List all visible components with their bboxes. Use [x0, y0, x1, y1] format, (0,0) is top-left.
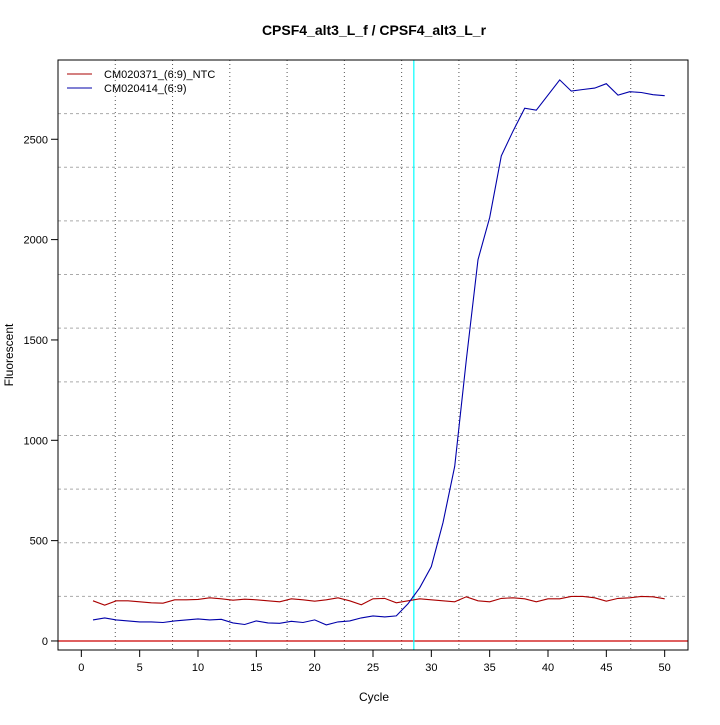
- x-tick-label: 15: [250, 662, 262, 674]
- series-lines: [58, 60, 688, 650]
- y-tick-label: 2000: [24, 235, 48, 247]
- plot-border: [57, 59, 689, 651]
- x-tick-label: 5: [137, 662, 143, 674]
- legend-label-sample: CM020414_(6:9): [104, 83, 187, 95]
- x-tick-label: 35: [484, 662, 496, 674]
- legend-label-ntc: CM020371_(6:9)_NTC: [104, 69, 215, 81]
- x-tick-label: 20: [309, 662, 321, 674]
- x-axis-label: Cycle: [359, 690, 389, 704]
- x-tick-label: 45: [600, 662, 612, 674]
- x-tick-label: 30: [425, 662, 437, 674]
- grid: [58, 60, 688, 650]
- legend: CM020371_(6:9)_NTC CM020414_(6:9): [67, 69, 215, 95]
- y-tick-label: 0: [42, 636, 48, 648]
- x-tick-label: 10: [192, 662, 204, 674]
- x-tick-label: 0: [78, 662, 84, 674]
- series-line-0: [92, 595, 665, 606]
- y-tick-label: 500: [30, 536, 48, 548]
- x-tick-label: 40: [542, 662, 554, 674]
- x-tick-label: 25: [367, 662, 379, 674]
- y-tick-label: 2500: [24, 134, 48, 146]
- chart-title: CPSF4_alt3_L_f / CPSF4_alt3_L_r: [262, 22, 487, 38]
- series-line-1: [92, 79, 665, 626]
- y-tick-label: 1000: [24, 435, 48, 447]
- x-tick-label: 50: [659, 662, 671, 674]
- y-tick-label: 1500: [24, 335, 48, 347]
- y-axis-label: Fluorescent: [2, 323, 16, 386]
